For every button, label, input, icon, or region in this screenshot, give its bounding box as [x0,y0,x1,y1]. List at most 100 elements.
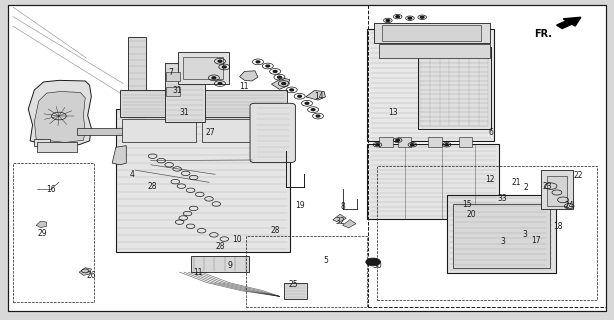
Circle shape [411,144,414,146]
Bar [128,37,147,128]
Circle shape [366,258,381,266]
Text: 11: 11 [239,82,249,91]
Bar [116,109,290,252]
Text: 22: 22 [573,172,583,180]
Circle shape [396,139,400,141]
Text: 9: 9 [228,261,233,270]
Text: 31: 31 [180,108,189,117]
Text: 29: 29 [37,229,47,238]
Text: 24: 24 [564,201,574,210]
Text: 20: 20 [467,210,476,219]
Text: 15: 15 [463,200,472,209]
Text: 17: 17 [531,236,541,245]
Text: 21: 21 [511,179,521,188]
Circle shape [278,76,281,78]
Text: 11: 11 [193,268,203,277]
Bar [398,137,411,147]
Text: 10: 10 [231,235,241,244]
Text: 13: 13 [388,108,398,117]
Bar [382,25,481,41]
Polygon shape [239,71,258,81]
Text: 28: 28 [148,182,157,191]
Circle shape [421,16,424,18]
Bar [419,47,491,129]
Bar [459,137,472,147]
Circle shape [298,95,301,97]
Bar [368,5,606,307]
Bar [379,44,489,58]
Polygon shape [343,220,356,228]
Circle shape [282,83,286,84]
FancyArrow shape [557,17,581,28]
Bar [367,144,499,219]
Polygon shape [271,78,290,89]
Circle shape [266,65,270,67]
Polygon shape [333,214,346,222]
Bar [13,163,94,302]
Polygon shape [112,146,126,165]
Text: 27: 27 [206,128,215,137]
Bar [246,236,367,307]
Bar [375,23,489,43]
Bar [367,29,494,141]
Text: 26: 26 [87,271,96,280]
Polygon shape [36,221,47,228]
Bar [429,137,442,147]
Text: 4: 4 [130,170,135,179]
Text: 23: 23 [542,182,552,191]
Bar [166,87,179,96]
Bar [34,139,50,146]
Circle shape [311,109,315,111]
Circle shape [396,16,400,18]
Circle shape [256,61,260,63]
Text: 28: 28 [216,242,225,251]
Text: FR.: FR. [534,29,552,39]
Bar [178,52,228,84]
Bar [547,176,567,206]
Circle shape [445,144,448,146]
Circle shape [212,77,216,79]
Polygon shape [28,80,91,146]
Text: 14: 14 [314,92,324,101]
Text: 2: 2 [523,183,528,192]
Bar [37,142,77,152]
Bar [379,137,393,147]
Text: 33: 33 [497,194,507,203]
Text: 7: 7 [169,68,173,77]
Bar [446,195,556,273]
Text: 8: 8 [340,202,345,211]
Text: 31: 31 [173,86,182,95]
FancyBboxPatch shape [250,103,295,163]
Bar [165,62,204,123]
Text: 5: 5 [323,256,328,265]
Polygon shape [34,92,85,142]
Bar [453,204,550,268]
Bar [77,128,145,135]
Circle shape [218,83,222,84]
Bar [183,57,223,79]
Circle shape [273,70,277,72]
Circle shape [290,89,293,91]
Bar [120,90,287,117]
Text: 6: 6 [488,128,493,137]
Bar [378,166,597,300]
Polygon shape [306,91,325,100]
Bar [166,72,179,81]
Bar [122,119,195,142]
Circle shape [376,144,379,146]
Text: 30: 30 [373,261,383,270]
Circle shape [305,102,309,104]
Text: 12: 12 [485,175,494,184]
Text: 3: 3 [522,230,527,239]
Text: 19: 19 [295,201,305,210]
Bar [201,119,274,142]
Text: 18: 18 [553,222,563,231]
Text: 32: 32 [336,217,346,226]
Circle shape [218,60,222,62]
Circle shape [408,17,412,19]
Bar [190,256,249,272]
Circle shape [386,20,390,21]
Circle shape [222,66,226,68]
Bar [284,283,307,299]
Circle shape [316,115,320,117]
